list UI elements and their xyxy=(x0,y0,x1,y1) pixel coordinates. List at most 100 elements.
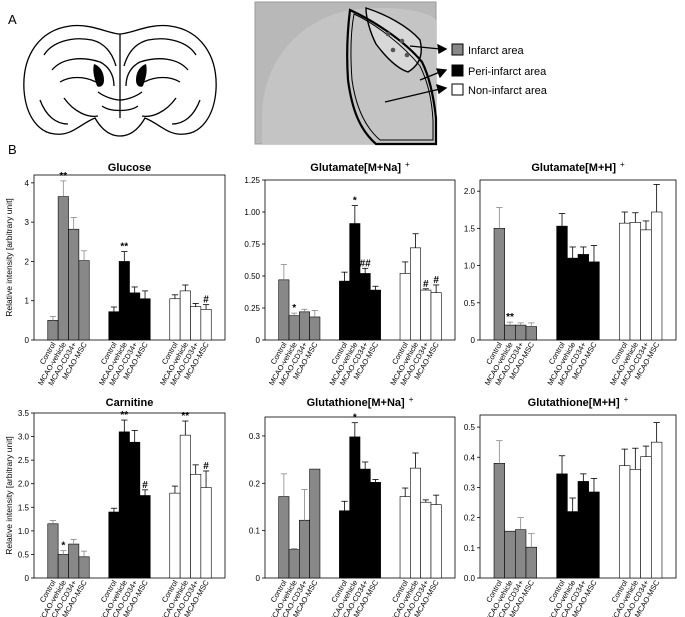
legend-arrows xyxy=(384,43,448,103)
significance-mark: * xyxy=(292,303,296,314)
legend-label: Non-infarct area xyxy=(468,85,548,97)
y-tick-label: 0.3 xyxy=(249,432,261,441)
y-tick-label: 0.75 xyxy=(244,240,260,249)
bar xyxy=(68,228,80,341)
y-tick-label: 1 xyxy=(25,297,30,306)
bar xyxy=(129,441,141,579)
y-tick-label: 0.2 xyxy=(249,479,261,488)
legend-label: Infarct area xyxy=(468,45,525,57)
bar xyxy=(118,261,130,341)
bar xyxy=(288,549,300,579)
chart-panel: Glutathione[M+Na] +00.10.20.3ControlMCAO-… xyxy=(249,395,456,617)
bar xyxy=(339,510,350,579)
bar xyxy=(577,481,589,579)
bar xyxy=(430,504,442,579)
bar xyxy=(410,467,421,579)
significance-mark: # xyxy=(142,480,148,491)
bar xyxy=(169,492,181,579)
bar xyxy=(349,436,361,579)
y-tick-label: 0 xyxy=(25,336,30,345)
bar xyxy=(556,473,568,579)
bar xyxy=(309,316,321,341)
bar xyxy=(179,290,191,341)
bar xyxy=(47,523,59,579)
bar xyxy=(108,511,120,579)
y-tick-label: 0.4 xyxy=(464,453,476,462)
bar xyxy=(78,556,90,579)
bar xyxy=(619,222,631,341)
y-tick-label: 3.0 xyxy=(18,433,30,442)
bar xyxy=(567,257,579,341)
bar xyxy=(370,482,381,579)
chart-panel: Glutamate[M+H] +00.51.01.52.0Control**MCA… xyxy=(464,160,677,387)
bar xyxy=(359,273,371,341)
significance-mark: ** xyxy=(181,411,189,422)
chart-title-superscript: + xyxy=(620,160,625,169)
y-tick-label: 0.5 xyxy=(464,299,476,308)
significance-mark: # xyxy=(433,275,439,286)
y-tick-label: 1.0 xyxy=(18,527,30,536)
y-tick-label: 1.5 xyxy=(464,224,476,233)
bar xyxy=(504,530,516,579)
chart-title: Glucose xyxy=(108,162,151,174)
bar xyxy=(493,462,505,579)
tissue-micrograph xyxy=(254,1,438,146)
bar xyxy=(399,496,411,579)
bar xyxy=(190,473,202,579)
bar xyxy=(169,298,181,341)
bar xyxy=(200,487,212,579)
chart-title-superscript: + xyxy=(409,395,414,404)
y-tick-label: 0.2 xyxy=(464,514,476,523)
panel-label-b: B xyxy=(8,142,17,157)
bar xyxy=(57,196,69,341)
bar xyxy=(420,289,432,341)
brain-section-illustration xyxy=(23,24,217,137)
bar xyxy=(288,315,300,341)
legend: Infarct area Peri-infarct area Non-infarct… xyxy=(451,43,548,97)
bar xyxy=(493,228,505,341)
bar xyxy=(299,519,310,579)
y-tick-label: 2.0 xyxy=(464,187,476,196)
significance-mark: # xyxy=(203,461,209,472)
bar xyxy=(139,298,151,341)
y-tick-label: 0 xyxy=(256,336,261,345)
y-tick-label: 0.1 xyxy=(464,544,476,553)
legend-swatch xyxy=(451,64,464,77)
chart-title-superscript: + xyxy=(624,395,629,404)
bar xyxy=(515,529,527,579)
y-tick-label: 1.25 xyxy=(244,176,260,185)
bar xyxy=(108,311,120,341)
y-axis-label: Relative intensity [arbitrary unit] xyxy=(4,436,14,555)
bar xyxy=(640,229,652,341)
legend-label: Peri-infarct area xyxy=(468,66,547,78)
significance-mark: ## xyxy=(360,258,372,269)
chart-panel: Glutamate[M+Na] +00.250.500.751.001.25Con… xyxy=(244,160,456,387)
significance-mark: ** xyxy=(120,410,128,421)
y-tick-label: 0 xyxy=(25,574,30,583)
bar xyxy=(278,279,290,341)
chart-title: Glutamate[M+H] + xyxy=(531,160,625,174)
bar xyxy=(651,441,663,579)
y-tick-label: 2 xyxy=(25,257,30,266)
bar xyxy=(588,261,600,341)
bar xyxy=(339,280,350,341)
significance-mark: # xyxy=(203,295,209,306)
y-tick-label: 0.5 xyxy=(18,550,30,559)
bar xyxy=(629,469,641,579)
legend-swatch xyxy=(451,83,464,96)
bar xyxy=(504,324,516,341)
bar xyxy=(47,320,59,341)
chart-title: Glutamate[M+Na] + xyxy=(310,160,410,174)
charts: Glucose 0 1 2 3 4 Relative intensity [arbitrar… xyxy=(4,160,677,617)
chart-title-superscript: + xyxy=(405,160,410,169)
bar xyxy=(556,225,568,341)
y-tick-label: 0 xyxy=(471,336,476,345)
significance-mark: ** xyxy=(59,171,67,182)
y-tick-label: 0.5 xyxy=(464,423,476,432)
bar xyxy=(619,465,631,579)
chart-title: Carnitine xyxy=(106,397,154,409)
y-tick-label: 2.5 xyxy=(18,456,30,465)
bar xyxy=(515,324,527,341)
significance-mark: * xyxy=(61,541,65,552)
